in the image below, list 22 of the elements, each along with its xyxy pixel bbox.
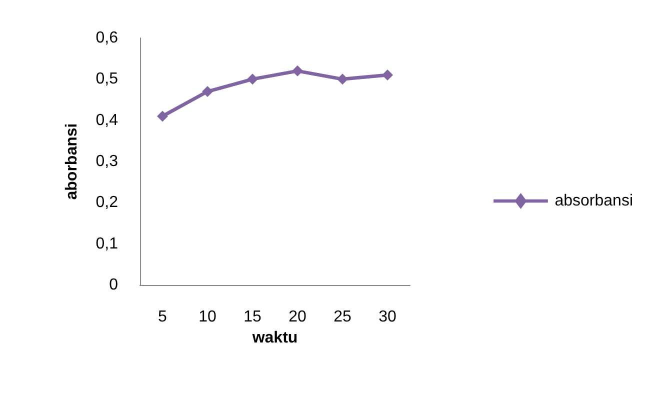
y-tick-label: 0,5 xyxy=(96,70,118,88)
point xyxy=(292,65,303,76)
y-tick-label: 0 xyxy=(109,276,118,294)
x-tick-label: 20 xyxy=(288,308,306,326)
legend-label: absorbansi xyxy=(554,192,634,210)
x-tick-label: 25 xyxy=(334,308,352,326)
x-tick-label: 30 xyxy=(378,308,396,326)
point xyxy=(157,110,168,122)
point xyxy=(247,74,258,85)
y-tick-label: 0,2 xyxy=(96,194,118,212)
x-tick-label: 15 xyxy=(244,308,262,326)
point xyxy=(337,74,348,85)
y-tick-label: 0,4 xyxy=(96,112,118,129)
y-tick-label: 0,3 xyxy=(96,153,118,170)
x-axis-title: waktu xyxy=(251,329,298,346)
x-tick-label: 5 xyxy=(158,308,168,326)
x-tick-label: 10 xyxy=(198,308,216,326)
y-tick-label: 0,1 xyxy=(96,235,118,252)
y-axis-title: aborbansi xyxy=(64,123,80,200)
y-tick-label: 0,6 xyxy=(96,30,118,46)
point xyxy=(382,70,393,81)
point xyxy=(202,86,213,98)
